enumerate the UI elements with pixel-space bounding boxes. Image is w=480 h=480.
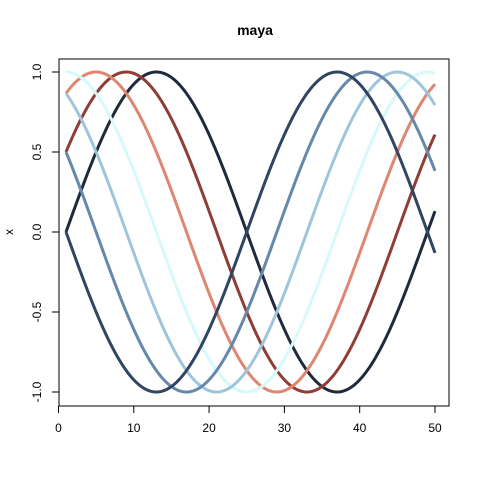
series-layer xyxy=(64,70,437,394)
x-tick-label: 20 xyxy=(202,421,216,435)
x-tick-label: 10 xyxy=(127,421,141,435)
x-tick-label: 40 xyxy=(353,421,367,435)
series-line-5 xyxy=(64,70,437,394)
series-line-3 xyxy=(64,70,437,394)
x-axis: 0 10 20 30 40 50 xyxy=(55,405,442,435)
series-line-2 xyxy=(64,70,437,394)
series-line-7 xyxy=(64,70,437,394)
series-line-1 xyxy=(64,70,437,394)
series-line-4 xyxy=(65,70,436,394)
y-tick-label: 1.0 xyxy=(30,63,44,80)
x-tick-label: 30 xyxy=(278,421,292,435)
y-axis-label: x xyxy=(2,229,16,235)
y-tick-label: 0.0 xyxy=(30,223,44,240)
y-tick-label: -0.5 xyxy=(30,301,44,322)
y-axis: -1.0 -0.5 0.0 0.5 1.0 xyxy=(30,63,60,402)
x-tick-label: 0 xyxy=(55,421,62,435)
x-tick-label: 50 xyxy=(428,421,442,435)
chart-title: maya xyxy=(237,22,273,38)
series-line-6 xyxy=(64,70,437,394)
y-tick-label: 0.5 xyxy=(30,143,44,160)
y-tick-label: -1.0 xyxy=(30,381,44,402)
